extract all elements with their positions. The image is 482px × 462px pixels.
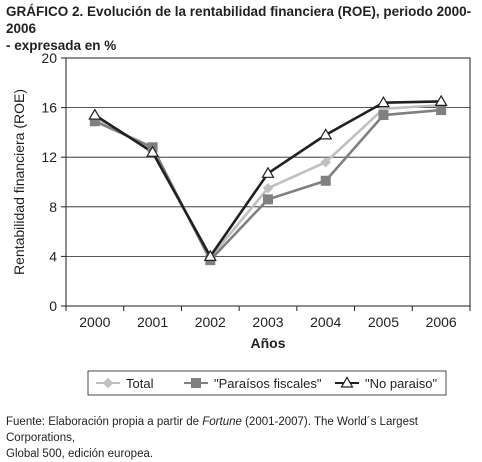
legend: Total "Paraísos fiscales" "No paraiso" (96, 376, 437, 391)
source-note-line2: Global 500, edición europea. (6, 448, 154, 460)
x-tick-label: 2003 (252, 314, 283, 330)
y-tick-label: 16 (41, 100, 57, 116)
legend-label: "Paraísos fiscales" (214, 376, 322, 391)
y-tick-label: 8 (49, 199, 57, 215)
y-tick-label: 4 (49, 248, 57, 264)
source-note-prefix: Fuente: Elaboración propia a partir de (6, 416, 203, 428)
x-tick-label: 2004 (310, 314, 341, 330)
x-tick-label: 2006 (426, 314, 457, 330)
chart-title-text: Evolución de la rentabilidad financiera … (6, 4, 472, 36)
series-2-point-2004 (319, 128, 333, 140)
series-2-point-2005 (376, 95, 390, 108)
x-axis-label: Años (251, 335, 286, 351)
series-2-point-2000 (88, 108, 102, 120)
chart-subtitle: - expresada en % (6, 38, 117, 53)
x-tick-label: 2005 (368, 314, 399, 330)
series-2-point-2006 (434, 94, 448, 107)
source-note: Fuente: Elaboración propia a partir de F… (6, 414, 480, 462)
plot-area-frame (65, 57, 471, 307)
y-tick-label: 12 (41, 149, 57, 165)
x-tick-label: 2000 (79, 314, 110, 330)
legend-label: "No paraiso" (365, 376, 437, 391)
series-group (88, 94, 448, 266)
y-tick-label: 20 (41, 50, 57, 66)
series-line-0 (94, 103, 442, 259)
source-note-suffix: (2001-2007). The World´s Largest Corpora… (6, 416, 418, 444)
legend-label: Total (126, 376, 154, 391)
legend-swatch-marker-1 (191, 378, 201, 388)
series-1-point-2005 (378, 110, 389, 121)
y-axis-ticks: 0 4 8 12 16 20 (41, 50, 66, 314)
series-2-point-2001 (146, 145, 160, 157)
legend-swatch-marker-0 (102, 377, 114, 389)
series-0-point-2003 (262, 182, 274, 194)
y-tick-label: 0 (49, 298, 57, 314)
series-1-point-2003 (263, 194, 273, 205)
series-1-point-2006 (436, 105, 447, 116)
series-2-point-2002 (203, 249, 217, 261)
y-axis-label: Rentabilidad financiera (ROE) (11, 89, 27, 275)
series-1-point-2004 (320, 175, 331, 186)
source-note-publication: Fortune (202, 416, 242, 428)
x-tick-label: 2002 (195, 314, 226, 330)
legend-box (87, 370, 447, 396)
legend-swatch-marker-2 (340, 376, 354, 388)
x-axis-ticks: 2000 2001 2002 2003 2004 2005 2006 (65, 306, 471, 330)
series-line-2 (94, 100, 442, 258)
x-tick-label: 2001 (137, 314, 168, 330)
chart-title: GRÁFICO 2. Evolución de la rentabilidad … (6, 3, 478, 54)
series-2-point-2003 (261, 166, 275, 178)
chart-grid (66, 107, 470, 257)
chart-title-lead: GRÁFICO 2. (6, 4, 84, 19)
series-0-point-2004 (320, 156, 331, 168)
